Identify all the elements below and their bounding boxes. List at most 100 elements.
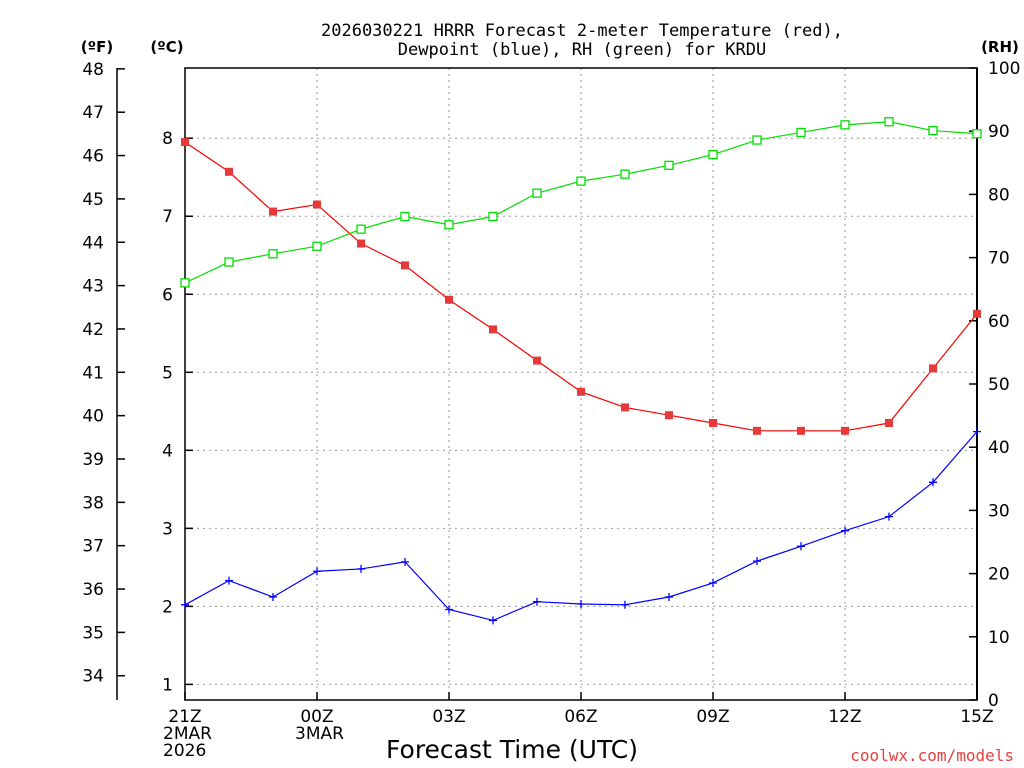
rh-point	[884, 117, 894, 127]
fahrenheit-tick-label: 34	[82, 667, 104, 687]
dewpoint-point	[445, 605, 453, 614]
x-tick-label: 12Z	[828, 707, 861, 727]
chart-title-line2: Dewpoint (blue), RH (green) for KRDU	[398, 40, 766, 60]
rh-point	[620, 169, 630, 179]
fahrenheit-axis-label: (ºF)	[81, 38, 113, 56]
dewpoint-point	[797, 542, 805, 551]
temperature-point	[709, 419, 717, 428]
rh-point	[488, 211, 498, 222]
dewpoint-point	[753, 557, 761, 566]
temperature-point	[489, 325, 497, 334]
temperature-point	[269, 207, 277, 216]
x-tick-label: 00Z	[300, 707, 333, 727]
temperature-point	[885, 419, 893, 428]
rh-tick-label: 80	[988, 185, 1010, 205]
series-layer	[180, 117, 982, 625]
dewpoint-point	[709, 578, 717, 587]
rh-tick-label: 50	[988, 375, 1010, 395]
fahrenheit-tick-label: 44	[82, 233, 104, 253]
temperature-point	[841, 426, 849, 435]
dewpoint-point	[841, 526, 849, 535]
celsius-tick-label: 2	[162, 597, 173, 617]
rh-point	[972, 129, 982, 139]
rh-axis: 0 10 20 30 40 50 60 70 80 90 100	[969, 59, 1020, 711]
x-tick-label: 21Z	[168, 707, 201, 727]
dewpoint-point	[401, 557, 409, 566]
celsius-tick-label: 3	[162, 519, 173, 539]
dewpoint-series	[181, 427, 981, 625]
fahrenheit-tick-label: 41	[82, 363, 104, 383]
celsius-tick-label: 4	[162, 441, 173, 461]
temperature-point	[401, 261, 409, 270]
dewpoint-point	[885, 512, 893, 521]
chart-title-line1: 2026030221 HRRR Forecast 2-meter Tempera…	[321, 21, 843, 41]
dewpoint-point	[225, 576, 233, 585]
rh-tick-label: 90	[988, 122, 1010, 142]
rh-point	[664, 160, 674, 170]
fahrenheit-tick-label: 40	[82, 407, 104, 427]
rh-point	[312, 241, 322, 251]
fahrenheit-tick-label: 37	[82, 537, 104, 557]
x-tick-label: 03Z	[432, 707, 465, 727]
rh-tick-label: 0	[988, 691, 999, 711]
celsius-axis: 1 2 3 4 5 6 7 8	[162, 129, 193, 695]
temperature-point	[797, 426, 805, 435]
rh-tick-label: 100	[988, 59, 1020, 79]
rh-point	[708, 149, 718, 160]
rh-point	[444, 220, 454, 230]
rh-point	[224, 257, 234, 267]
fahrenheit-tick-label: 48	[82, 60, 104, 80]
rh-series	[180, 117, 982, 288]
rh-tick-label: 10	[988, 628, 1010, 648]
temperature-point	[225, 167, 233, 176]
dewpoint-point	[181, 600, 189, 609]
rh-tick-label: 30	[988, 501, 1010, 521]
temperature-point	[445, 295, 453, 304]
grid	[185, 68, 977, 700]
x-tick-label: 06Z	[564, 707, 597, 727]
x-axis-title: Forecast Time (UTC)	[386, 735, 638, 764]
temperature-point	[181, 138, 189, 147]
rh-tick-label: 20	[988, 565, 1010, 585]
temperature-point	[357, 239, 365, 248]
fahrenheit-tick-label: 46	[82, 147, 104, 167]
rh-point	[268, 249, 278, 259]
rh-point	[752, 135, 762, 145]
dewpoint-point	[269, 593, 277, 602]
credit-text: coolwx.com/models	[850, 746, 1014, 765]
fahrenheit-tick-label: 38	[82, 493, 104, 513]
dewpoint-point	[533, 597, 541, 606]
rh-line	[184, 121, 978, 284]
celsius-tick-label: 1	[162, 675, 173, 695]
x-tick-date-label: 2MAR	[163, 724, 212, 744]
dewpoint-point	[489, 616, 497, 625]
temperature-point	[313, 200, 321, 209]
rh-point	[532, 188, 542, 198]
dewpoint-point	[665, 593, 673, 602]
rh-point	[400, 211, 410, 222]
temperature-series	[181, 138, 981, 435]
fahrenheit-tick-label: 35	[82, 623, 104, 643]
temperature-point	[577, 387, 585, 396]
celsius-tick-label: 8	[162, 129, 173, 149]
fahrenheit-tick-label: 36	[82, 580, 104, 600]
rh-tick-label: 70	[988, 249, 1010, 269]
x-tick-label: 15Z	[960, 707, 993, 727]
dewpoint-point	[577, 600, 585, 609]
fahrenheit-tick-label: 39	[82, 450, 104, 470]
dewpoint-point	[973, 427, 981, 436]
celsius-axis-label: (ºC)	[150, 38, 183, 56]
temperature-point	[753, 426, 761, 435]
rh-point	[180, 278, 190, 288]
x-tick-label: 09Z	[696, 707, 729, 727]
rh-point	[356, 224, 366, 234]
fahrenheit-axis: 34 35 36 37 38 39 40 41 42 43 44 45 46 47 48	[82, 60, 125, 687]
temperature-point	[621, 403, 629, 412]
rh-point	[796, 127, 806, 138]
celsius-tick-label: 7	[162, 207, 173, 227]
x-tick-date-label: 2026	[163, 741, 206, 761]
dewpoint-point	[313, 567, 321, 576]
rh-tick-label: 40	[988, 438, 1010, 458]
temperature-point	[929, 364, 937, 373]
